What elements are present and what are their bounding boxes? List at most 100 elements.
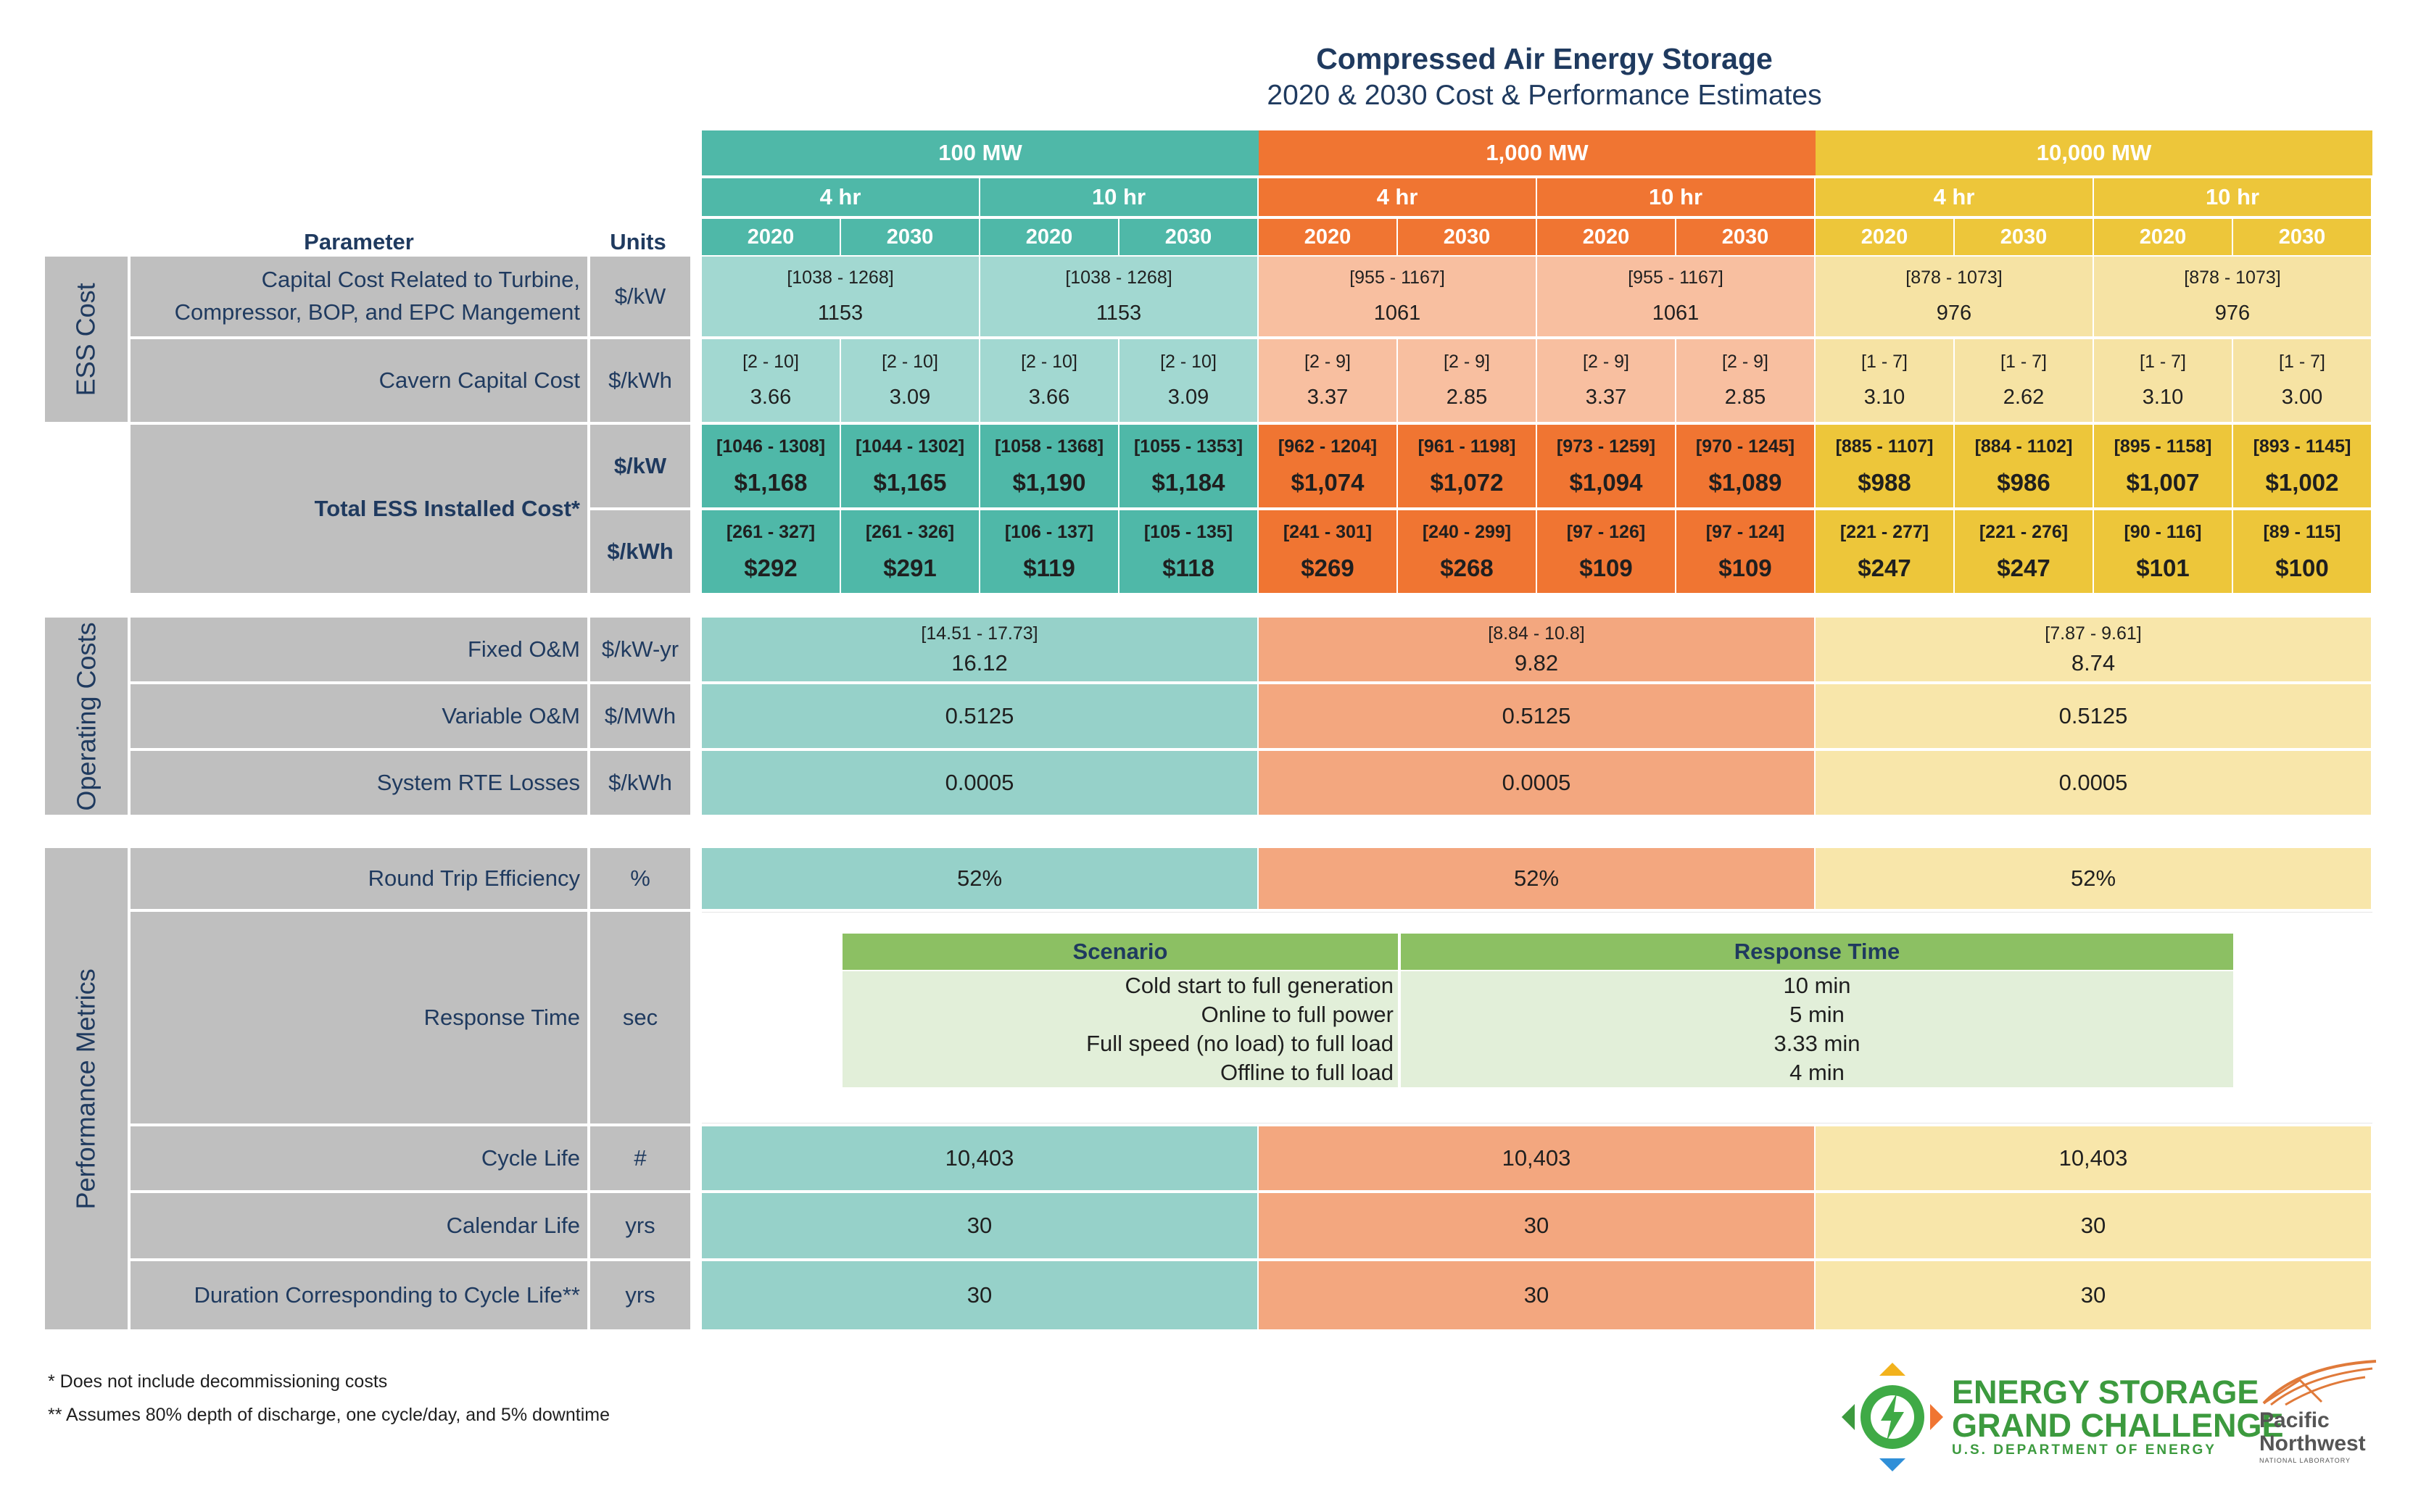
capital-cost-value: 976 [1936, 302, 1972, 325]
total-cost-value: $1,165 [873, 468, 947, 496]
total-cost-kwh-cell: [221 - 276] $247 [1955, 510, 2093, 593]
fixed-om-cell-range: [8.84 - 10.8] [1488, 623, 1585, 644]
header-duration: 10 hr [980, 178, 1257, 216]
variable-om-cell-value: 0.5125 [1502, 703, 1571, 728]
cavern-cost-range: [1 - 7] [2140, 352, 2186, 372]
total-cost-range: [97 - 124] [1705, 521, 1785, 542]
fixed-om-cell-value: 8.74 [2071, 649, 2116, 676]
total-cost-value: $118 [1162, 554, 1214, 581]
capital-cost-value: 976 [2214, 302, 2251, 325]
total-cost-kw-cell: [1044 - 1302] $1,165 [841, 425, 979, 507]
total-cost-range: [961 - 1198] [1417, 436, 1516, 457]
calendar-life-unit: yrs [590, 1193, 690, 1258]
duration-cycle-life-label: Duration Corresponding to Cycle Life** [131, 1261, 587, 1329]
header-duration: 4 hr [1259, 178, 1536, 216]
total-installed-cost-label: Total ESS Installed Cost* [131, 425, 587, 593]
calendar-life-cell: 30 [1259, 1193, 1814, 1258]
cavern-cost-range: [2 - 9] [1444, 352, 1490, 372]
rte-cell: 52% [1259, 848, 1814, 909]
total-cost-value: $1,074 [1291, 468, 1365, 496]
pnnl-line3: NATIONAL LABORATORY [2259, 1457, 2351, 1464]
cavern-cost-range: [2 - 10] [882, 352, 938, 372]
cavern-cost-value: 2.85 [1446, 386, 1488, 409]
rte-losses-cell: 0.0005 [1816, 751, 2371, 815]
response-time-value: 4 min [1401, 1058, 2233, 1087]
cycle-life-unit: # [590, 1126, 690, 1190]
calendar-life-cell: 30 [702, 1193, 1257, 1258]
cavern-cost-cell: [1 - 7] 2.62 [1955, 339, 2093, 422]
response-time-unit: sec [590, 912, 690, 1123]
calendar-life-cell-value: 30 [1523, 1213, 1549, 1238]
capital-cost-cell: [1038 - 1268] 1153 [702, 257, 979, 336]
total-cost-range: [962 - 1204] [1278, 436, 1378, 457]
total-cost-kwh-cell: [241 - 301] $269 [1259, 510, 1396, 593]
calendar-life-cell-value: 30 [2080, 1213, 2106, 1238]
header-year: 2030 [2233, 219, 2371, 255]
fixed-om-cell-value: 9.82 [1514, 649, 1559, 676]
header-year: 2030 [1119, 219, 1257, 255]
capital-cost-value: 1153 [1096, 302, 1142, 325]
capital-cost-cell: [878 - 1073] 976 [2094, 257, 2371, 336]
total-cost-range: [89 - 115] [2263, 521, 2341, 542]
header-year: 2030 [1955, 219, 2093, 255]
esgc-line1: ENERGY STORAGE [1952, 1374, 2259, 1411]
total-cost-range: [105 - 135] [1143, 521, 1233, 542]
total-cost-kw-cell: [1058 - 1368] $1,190 [980, 425, 1118, 507]
header-year: 2020 [1259, 219, 1396, 255]
cavern-cost-value: 2.62 [2003, 386, 2045, 409]
response-time-label: Response Time [131, 912, 587, 1123]
calendar-life-cell-value: 30 [967, 1213, 993, 1238]
header-duration: 4 hr [702, 178, 979, 216]
response-time-value: 10 min [1401, 971, 2233, 1000]
header-duration: 4 hr [1816, 178, 2093, 216]
cycle-life-cell: 10,403 [1816, 1126, 2371, 1190]
cavern-cost-range: [1 - 7] [2279, 352, 2325, 372]
total-cost-value: $268 [1440, 554, 1494, 581]
total-cost-value: $1,190 [1012, 468, 1086, 496]
total-cost-range: [240 - 299] [1422, 521, 1512, 542]
total-cost-kwh-cell: [97 - 124] $109 [1676, 510, 1814, 593]
total-cost-unit-kwh: $/kWh [590, 510, 690, 593]
rte-cell-value: 52% [956, 865, 1003, 891]
cavern-cost-value: 2.85 [1724, 386, 1766, 409]
cavern-cost-value: 3.09 [889, 386, 931, 409]
capital-cost-unit: $/kW [590, 257, 690, 336]
response-scenario: Cold start to full generation [843, 971, 1398, 1000]
cycle-life-cell: 10,403 [702, 1126, 1257, 1190]
header-year: 2020 [980, 219, 1118, 255]
capital-cost-cell: [955 - 1167] 1061 [1537, 257, 1814, 336]
total-cost-value: $247 [1858, 554, 1911, 581]
total-cost-range: [1044 - 1302] [855, 436, 965, 457]
duration-cycle-cell: 30 [1259, 1261, 1814, 1329]
esgc-line3: U.S. DEPARTMENT OF ENERGY [1952, 1442, 2217, 1458]
capital-cost-range: [955 - 1167] [1349, 267, 1445, 288]
cavern-cost-cell: [2 - 10] 3.09 [841, 339, 979, 422]
fixed-om-cell-value: 16.12 [951, 649, 1008, 676]
header-year: 2020 [1537, 219, 1675, 255]
total-cost-kwh-cell: [106 - 137] $119 [980, 510, 1118, 593]
rte-cell: 52% [1816, 848, 2371, 909]
total-cost-kw-cell: [895 - 1158] $1,007 [2094, 425, 2232, 507]
page-title: Compressed Air Energy Storage [1316, 42, 1773, 75]
capital-cost-cell: [878 - 1073] 976 [1816, 257, 2093, 336]
cavern-cost-cell: [1 - 7] 3.10 [1816, 339, 1953, 422]
header-year: 2030 [1676, 219, 1814, 255]
variable-om-label: Variable O&M [131, 684, 587, 748]
total-cost-range: [261 - 326] [865, 521, 955, 542]
total-cost-value: $1,072 [1430, 468, 1504, 496]
cavern-cost-cell: [2 - 10] 3.09 [1119, 339, 1257, 422]
header-year: 2030 [841, 219, 979, 255]
fixed-om-cell-range: [7.87 - 9.61] [2045, 623, 2142, 644]
fixed-om-cell-range: [14.51 - 17.73] [921, 623, 1038, 644]
cavern-cost-cell: [2 - 10] 3.66 [702, 339, 840, 422]
cycle-life-cell: 10,403 [1259, 1126, 1814, 1190]
duration-cycle-cell: 30 [1816, 1261, 2371, 1329]
rte-losses-cell: 0.0005 [702, 751, 1257, 815]
fixed-om-label: Fixed O&M [131, 618, 587, 681]
cavern-cost-unit: $/kWh [590, 339, 690, 422]
total-cost-range: [90 - 116] [2124, 521, 2202, 542]
total-cost-range: [106 - 137] [1004, 521, 1094, 542]
footnote-2: ** Assumes 80% depth of discharge, one c… [48, 1405, 610, 1425]
capital-cost-cell: [1038 - 1268] 1153 [980, 257, 1257, 336]
variable-om-unit: $/MWh [590, 684, 690, 748]
